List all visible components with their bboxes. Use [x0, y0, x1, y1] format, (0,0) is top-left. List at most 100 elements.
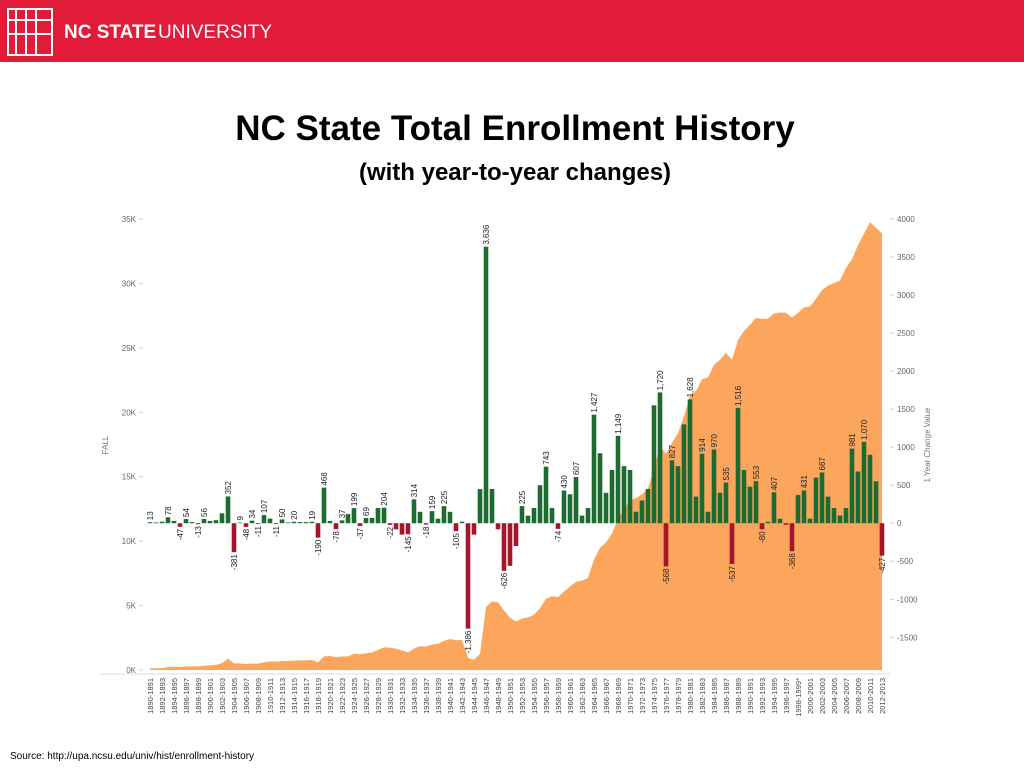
change-bar — [357, 523, 363, 527]
y-tick-label: 25K — [122, 344, 137, 353]
brand: UNIVERSITY — [158, 22, 272, 43]
data-label: -626 — [500, 572, 509, 589]
x-tick-label: 1972-1973 — [638, 678, 647, 714]
change-bar — [417, 511, 423, 524]
change-bar — [309, 521, 315, 524]
y-tick-label: 30K — [122, 279, 137, 288]
x-tick-label: 1946-1947 — [482, 678, 491, 714]
data-label: 1,720 — [656, 370, 665, 391]
data-label: -11 — [254, 526, 263, 538]
change-bar — [429, 511, 435, 524]
change-bar — [153, 522, 159, 524]
change-bar — [591, 414, 597, 524]
change-bar — [579, 515, 585, 524]
change-bar — [519, 506, 525, 524]
y-tick-label: 15K — [122, 473, 137, 482]
data-label: 1,628 — [686, 377, 695, 398]
change-bar — [315, 523, 321, 538]
change-bar — [555, 523, 561, 529]
data-label: 204 — [380, 492, 389, 506]
data-label: 1,149 — [614, 413, 623, 434]
change-bar — [675, 466, 681, 524]
data-label: 13 — [146, 511, 155, 520]
change-bar — [615, 435, 621, 524]
change-bar — [771, 492, 777, 524]
x-tick-label: 1942-1943 — [458, 678, 467, 714]
change-bar — [585, 508, 591, 524]
data-label: -145 — [404, 536, 413, 553]
change-bar — [405, 523, 411, 535]
data-label: 431 — [800, 475, 809, 489]
x-tick-label: 1944-1945 — [470, 678, 479, 714]
x-tick-label: 1894-1895 — [170, 678, 179, 714]
change-bar — [717, 492, 723, 524]
data-label: 37 — [338, 509, 347, 518]
change-bar — [561, 490, 567, 524]
x-tick-label: 1966-1967 — [602, 678, 611, 714]
data-label: 3,636 — [482, 224, 491, 245]
data-label: 314 — [410, 483, 419, 497]
data-label: 78 — [164, 506, 173, 515]
header-bar — [0, 0, 1024, 62]
y2-tick-label: 500 — [897, 481, 911, 490]
change-bar — [399, 523, 405, 535]
data-label: 9 — [236, 516, 245, 521]
x-tick-label: 2004-2005 — [830, 678, 839, 714]
data-label: 54 — [182, 508, 191, 517]
y2-tick-label: 3500 — [897, 253, 915, 262]
data-label: 743 — [542, 451, 551, 465]
change-bar — [411, 499, 417, 524]
x-tick-label: 1896-1897 — [182, 678, 191, 714]
y-tick-label: 20K — [122, 408, 137, 417]
change-bar — [477, 488, 483, 524]
logo — [7, 8, 53, 56]
change-bar — [453, 523, 459, 532]
x-tick-label: 1898-1899 — [194, 678, 203, 714]
chart-title: NC State Total Enrollment History — [235, 109, 795, 148]
change-bar — [465, 523, 471, 629]
brand-bold: NC STATE — [64, 22, 156, 43]
change-bar — [423, 523, 429, 525]
change-bar — [531, 508, 537, 524]
data-label: 20 — [290, 510, 299, 519]
data-label: 199 — [350, 492, 359, 506]
change-bar — [645, 488, 651, 524]
change-bar — [387, 523, 393, 525]
change-bar — [747, 486, 753, 524]
change-bar — [267, 518, 273, 524]
change-bar — [795, 495, 801, 524]
change-bar — [789, 523, 795, 552]
x-tick-label: 1956-1957 — [542, 678, 551, 714]
change-bar — [393, 523, 399, 530]
data-label: 107 — [260, 499, 269, 513]
change-bar — [723, 482, 729, 524]
data-label: 19 — [308, 510, 317, 519]
data-label: 535 — [722, 467, 731, 481]
change-bar — [681, 424, 687, 524]
change-bar — [783, 523, 789, 525]
x-tick-label: 1916-1917 — [302, 678, 311, 714]
change-bar — [759, 523, 765, 530]
x-tick-label: 1890-1891 — [146, 678, 155, 714]
change-bar — [381, 507, 387, 524]
x-tick-label: 2008-2009 — [854, 678, 863, 714]
change-bar — [627, 469, 633, 524]
change-bar — [807, 518, 813, 524]
y-tick-label: 10K — [122, 537, 137, 546]
change-bar — [507, 523, 513, 566]
x-tick-label: 1930-1931 — [386, 678, 395, 714]
x-tick-label: 1952-1953 — [518, 678, 527, 714]
x-tick-label: 1958-1959 — [554, 678, 563, 714]
change-bar — [765, 521, 771, 524]
change-bar — [165, 517, 171, 524]
data-label: -105 — [452, 533, 461, 550]
x-tick-label: 2000-2001 — [806, 678, 815, 714]
change-bar — [525, 515, 531, 524]
change-bar — [819, 472, 825, 524]
x-tick-label: 1906-1907 — [242, 678, 251, 714]
change-bar — [231, 523, 237, 553]
x-tick-label: 1988-1989 — [734, 678, 743, 714]
y2-tick-label: 1000 — [897, 443, 915, 452]
data-label: 914 — [698, 438, 707, 452]
data-label: -427 — [878, 557, 887, 574]
